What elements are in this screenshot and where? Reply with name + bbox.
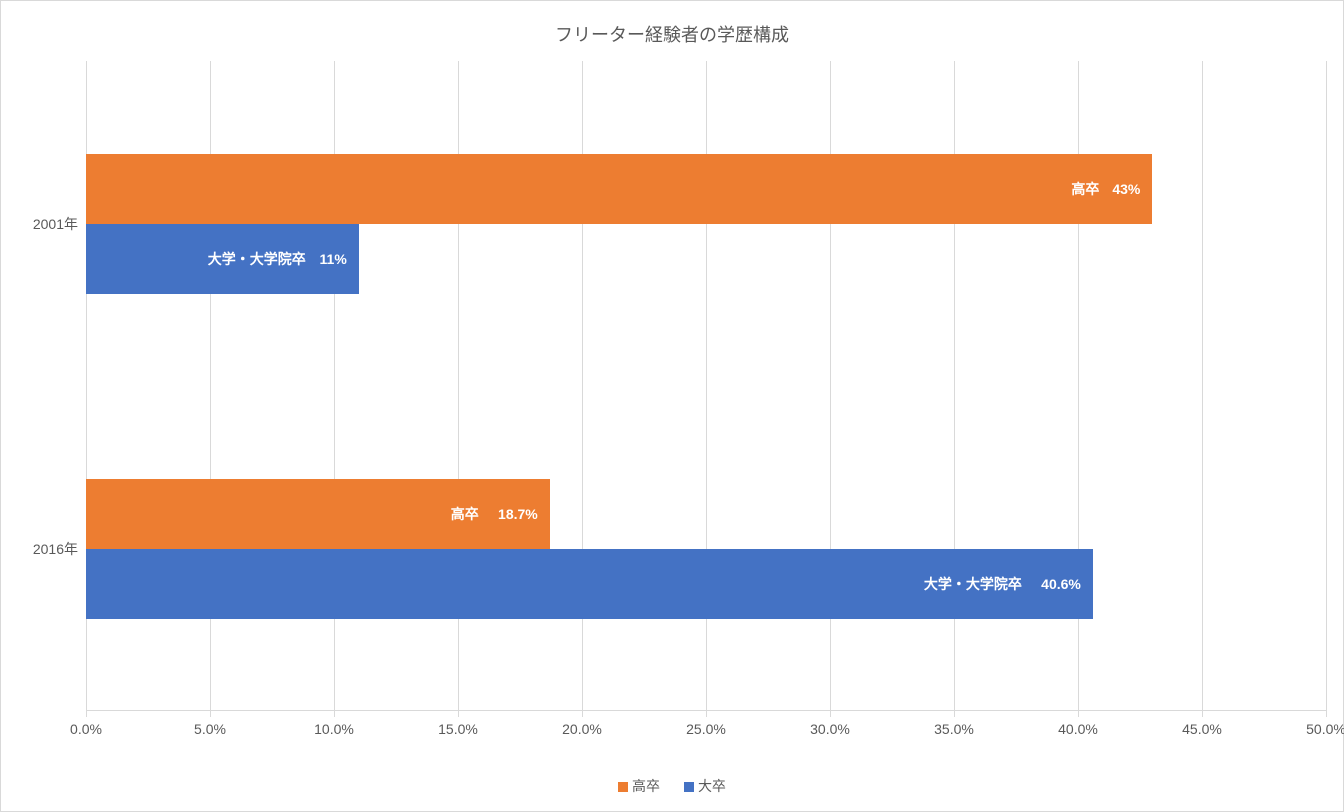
x-tick-label: 0.0%	[70, 721, 102, 737]
bar: 高卒 43%	[86, 154, 1152, 224]
x-tick-label: 45.0%	[1182, 721, 1222, 737]
x-tick-mark	[1202, 711, 1203, 717]
plot-area: 高卒 43% 大学・大学院卒 11% 高卒 18.7% 大学・大学院卒 40.6%	[86, 61, 1326, 711]
x-tick-mark	[458, 711, 459, 717]
bar-series-label: 大学・大学院卒	[924, 574, 1022, 594]
x-tick-label: 15.0%	[438, 721, 478, 737]
x-tick-mark	[830, 711, 831, 717]
bar-value-label: 40.6%	[1041, 576, 1081, 592]
x-tick-mark	[210, 711, 211, 717]
bar-series-label: 大学・大学院卒	[208, 249, 306, 269]
y-category-label: 2001年	[33, 214, 78, 234]
x-tick-label: 35.0%	[934, 721, 974, 737]
gridline	[1202, 61, 1203, 711]
x-tick-label: 40.0%	[1058, 721, 1098, 737]
x-tick-mark	[334, 711, 335, 717]
x-tick-label: 30.0%	[810, 721, 850, 737]
legend-label-university: 大卒	[698, 778, 726, 794]
bar: 高卒 18.7%	[86, 479, 550, 549]
x-tick-label: 20.0%	[562, 721, 602, 737]
legend-item-university: 大卒	[684, 776, 726, 796]
x-tick-mark	[582, 711, 583, 717]
x-tick-label: 50.0%	[1306, 721, 1344, 737]
bar: 大学・大学院卒 40.6%	[86, 549, 1093, 619]
bar-value-label: 18.7%	[498, 506, 538, 522]
x-tick-mark	[954, 711, 955, 717]
legend: 高卒 大卒	[1, 776, 1343, 796]
chart-container: フリーター経験者の学歴構成 高卒 43% 大学・大学院卒 11% 高卒 18.7% 大学・大…	[0, 0, 1344, 812]
x-tick-label: 5.0%	[194, 721, 226, 737]
bar: 大学・大学院卒 11%	[86, 224, 359, 294]
bar-series-label: 高卒	[1071, 179, 1099, 199]
x-tick-mark	[86, 711, 87, 717]
bar-value-label: 43%	[1112, 181, 1140, 197]
chart-title: フリーター経験者の学歴構成	[1, 21, 1343, 47]
legend-swatch-highschool	[618, 782, 628, 792]
x-tick-mark	[1078, 711, 1079, 717]
x-tick-mark	[1326, 711, 1327, 717]
legend-swatch-university	[684, 782, 694, 792]
x-tick-mark	[706, 711, 707, 717]
gridline	[1326, 61, 1327, 711]
y-category-label: 2016年	[33, 539, 78, 559]
x-tick-label: 25.0%	[686, 721, 726, 737]
legend-item-highschool: 高卒	[618, 776, 660, 796]
legend-label-highschool: 高卒	[632, 778, 660, 794]
bar-series-label: 高卒	[451, 504, 479, 524]
x-tick-label: 10.0%	[314, 721, 354, 737]
bar-value-label: 11%	[320, 251, 347, 267]
